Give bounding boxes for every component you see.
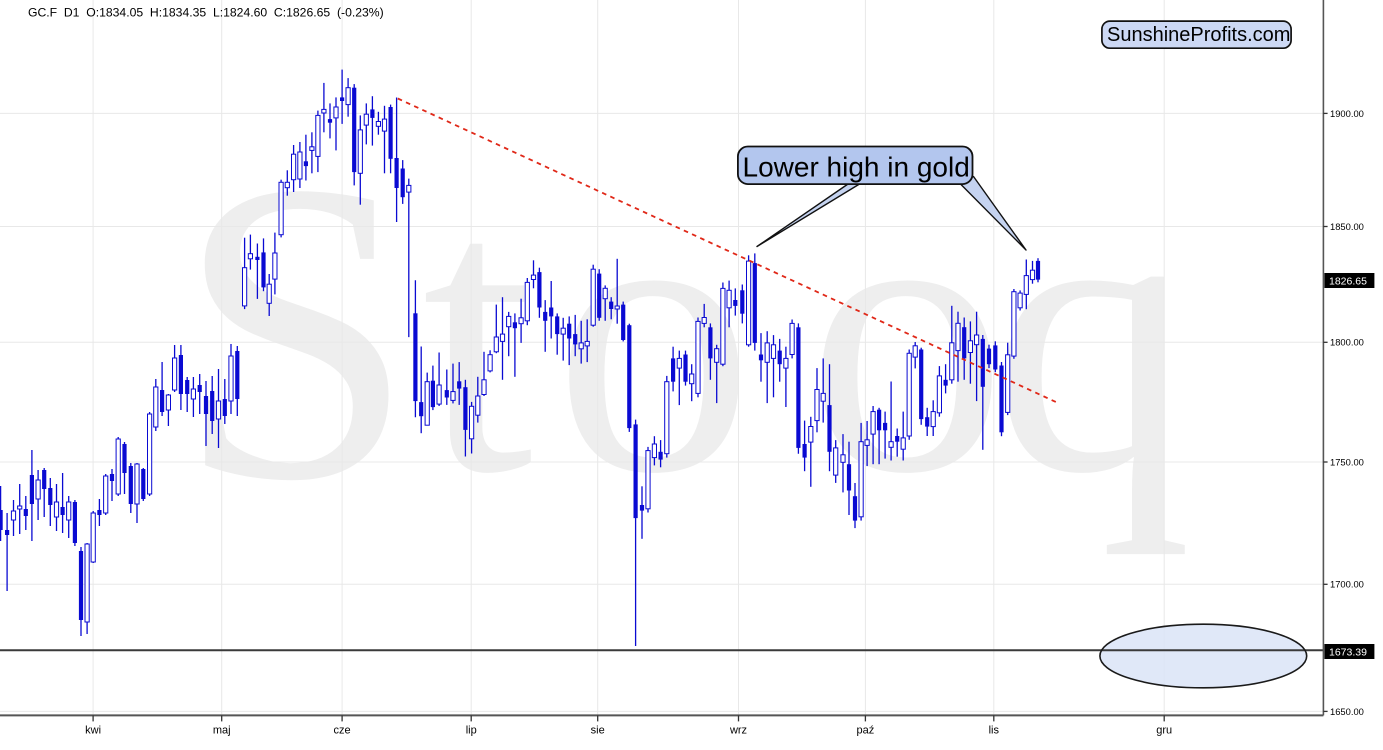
svg-text:SunshineProfits.com: SunshineProfits.com — [1107, 24, 1290, 46]
svg-text:1900.00: 1900.00 — [1330, 108, 1364, 119]
svg-text:1800.00: 1800.00 — [1330, 337, 1364, 348]
svg-text:cze: cze — [334, 725, 351, 737]
svg-text:lis: lis — [989, 725, 1000, 737]
svg-text:1673.39: 1673.39 — [1329, 647, 1367, 659]
svg-text:1750.00: 1750.00 — [1330, 456, 1364, 467]
svg-text:wrz: wrz — [729, 725, 747, 737]
svg-text:1850.00: 1850.00 — [1330, 221, 1364, 232]
svg-text:1650.00: 1650.00 — [1330, 706, 1364, 717]
svg-text:lip: lip — [466, 725, 477, 737]
svg-text:paź: paź — [857, 725, 875, 737]
svg-text:sie: sie — [591, 725, 605, 737]
svg-text:kwi: kwi — [85, 725, 101, 737]
svg-text:1700.00: 1700.00 — [1330, 579, 1364, 590]
svg-text:1826.65: 1826.65 — [1329, 276, 1367, 288]
svg-text:gru: gru — [1156, 725, 1172, 737]
svg-text:maj: maj — [213, 725, 231, 737]
svg-text:GC.F D1 O:1834.05 H:1834.35: GC.F D1 O:1834.05 H:1834.35 L:1824.60 C:… — [28, 6, 384, 20]
svg-text:Lower high in gold: Lower high in gold — [743, 152, 970, 183]
